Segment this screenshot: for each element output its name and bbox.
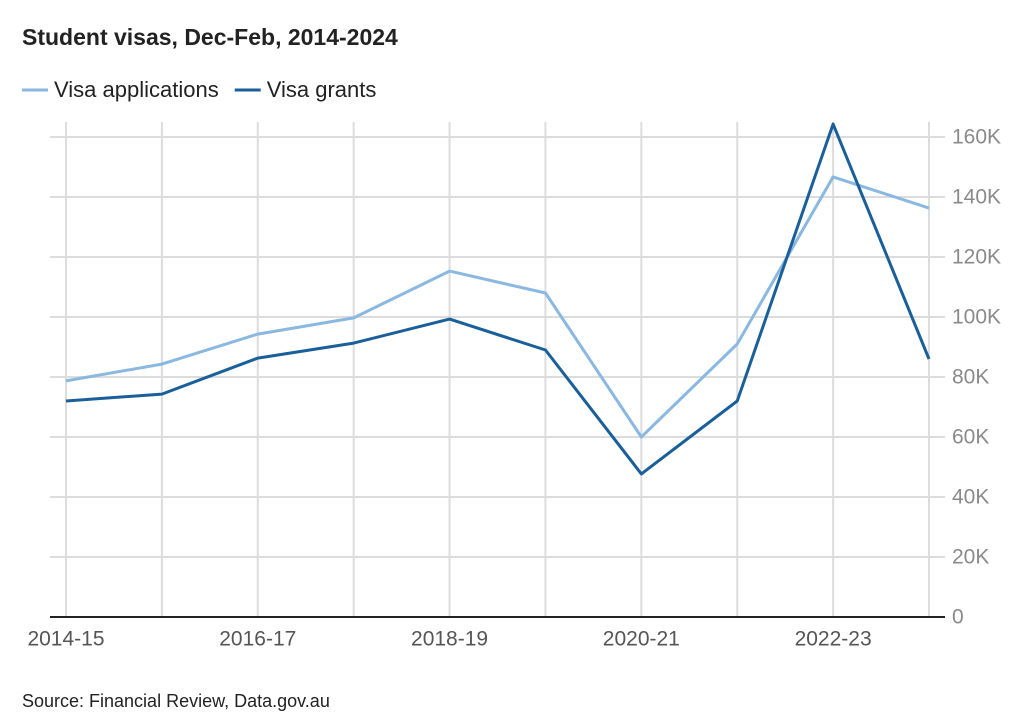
y-tick-label: 20K xyxy=(952,546,989,569)
y-tick-label: 80K xyxy=(952,366,989,389)
y-tick-label: 120K xyxy=(952,246,1001,269)
y-tick-label: 100K xyxy=(952,306,1001,329)
y-tick-label: 160K xyxy=(952,126,1001,149)
chart-title: Student visas, Dec-Feb, 2014-2024 xyxy=(22,24,398,50)
x-tick-label: 2016-17 xyxy=(219,628,296,651)
source: Source: Financial Review, Data.gov.au xyxy=(22,691,330,711)
x-tick-label: 2020-21 xyxy=(603,628,680,651)
x-tick-label: 2018-19 xyxy=(411,628,488,651)
legend-label: Visa applications xyxy=(54,77,219,102)
y-tick-label: 0 xyxy=(952,606,964,629)
x-tick-label: 2014-15 xyxy=(27,628,104,651)
y-tick-label: 140K xyxy=(952,186,1001,209)
x-tick-label: 2022-23 xyxy=(795,628,872,651)
series-line xyxy=(65,122,931,476)
y-tick-label: 40K xyxy=(952,486,989,509)
y-tick-label: 60K xyxy=(952,426,989,449)
legend-label: Visa grants xyxy=(267,77,377,102)
series-line xyxy=(65,175,930,439)
